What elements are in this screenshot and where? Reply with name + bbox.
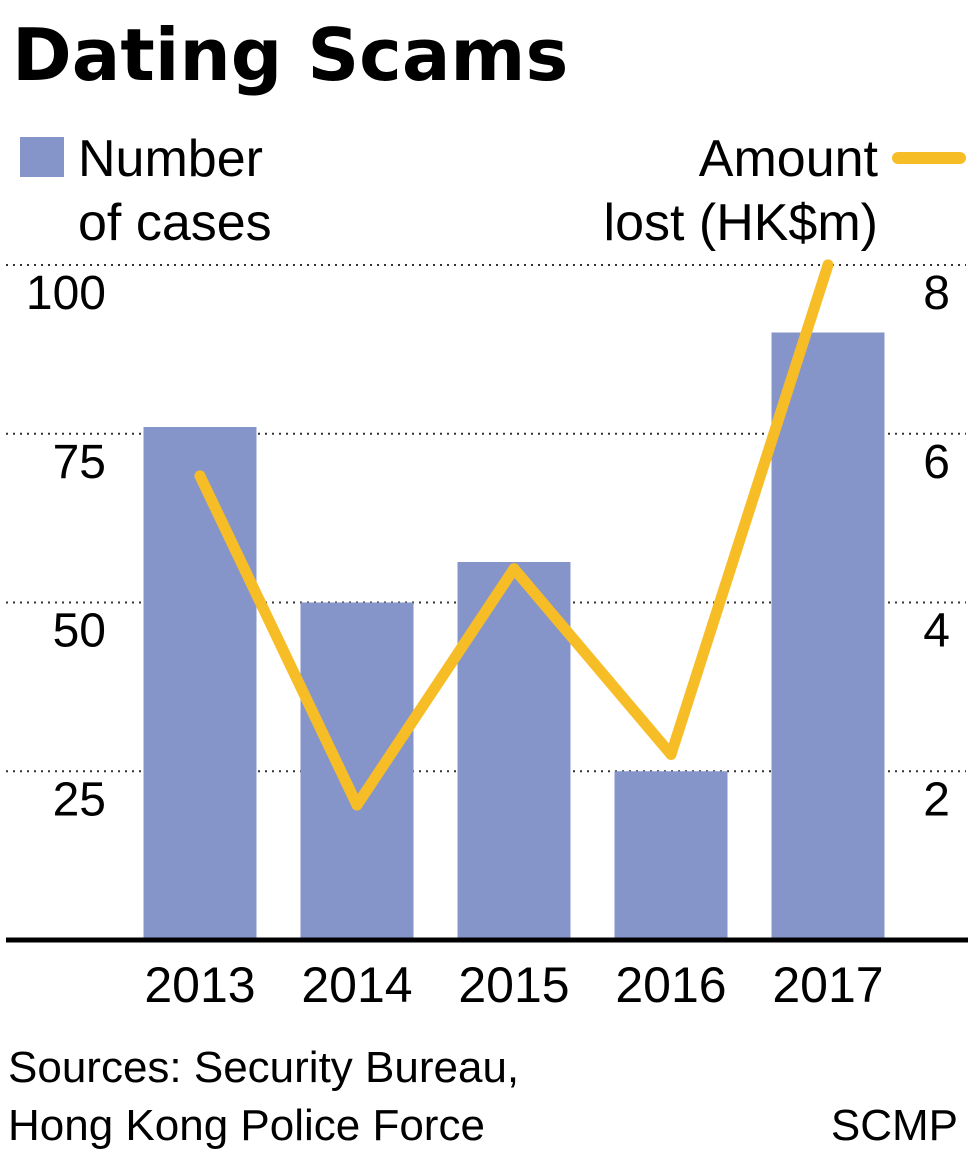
category-label-2015: 2015	[458, 957, 569, 1013]
amount-point-2017	[822, 259, 834, 271]
legend: Number of cases Amount lost (HK$m)	[20, 130, 966, 252]
footer: Sources: Security Bureau, Hong Kong Poli…	[8, 1043, 958, 1150]
y-right-tick-2: 2	[923, 773, 950, 826]
y-left-tick-100: 100	[26, 267, 106, 320]
credit: SCMP	[831, 1101, 958, 1150]
bar-2016	[614, 771, 728, 940]
legend-amount-line-1: Amount	[699, 130, 879, 188]
y-right-tick-8: 8	[923, 267, 950, 320]
legend-cases-line-1: Number	[78, 130, 263, 188]
legend-swatch-cases	[20, 137, 64, 177]
bars	[143, 332, 885, 940]
category-labels: 2013 2014 2015 2016 2017	[144, 957, 883, 1013]
bar-2017	[771, 332, 885, 940]
bar-2014	[300, 602, 414, 940]
chart-title: Dating Scams	[12, 13, 568, 97]
category-label-2016: 2016	[615, 957, 726, 1013]
category-label-2017: 2017	[772, 957, 883, 1013]
y-left-tick-25: 25	[53, 773, 106, 826]
y-left-tick-75: 75	[53, 436, 106, 489]
amount-line-layer	[194, 259, 834, 811]
source-line-2: Hong Kong Police Force	[8, 1101, 485, 1150]
category-label-2013: 2013	[144, 957, 255, 1013]
amount-point-2015	[508, 563, 520, 575]
bar-2013	[143, 427, 257, 940]
y-left-tick-50: 50	[53, 605, 106, 658]
legend-amount-line-2: lost (HK$m)	[604, 194, 878, 252]
amount-point-2014	[351, 799, 363, 811]
legend-cases-line-2: of cases	[78, 194, 272, 252]
amount-point-2016	[665, 748, 677, 760]
axis-ticks: 100 75 50 25 8 6 4 2	[26, 267, 950, 826]
source-line-1: Sources: Security Bureau,	[8, 1043, 519, 1092]
y-right-tick-6: 6	[923, 436, 950, 489]
y-right-tick-4: 4	[923, 605, 950, 658]
amount-point-2013	[194, 470, 206, 482]
category-label-2014: 2014	[301, 957, 412, 1013]
